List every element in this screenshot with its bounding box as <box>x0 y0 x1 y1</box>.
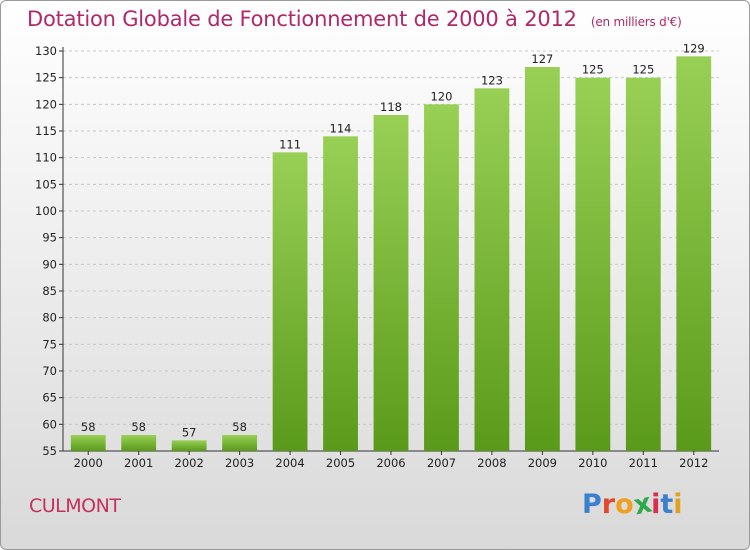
bar <box>323 136 358 452</box>
x-tick-label: 2007 <box>427 456 456 470</box>
proxiti-logo: Proxiti <box>582 487 683 522</box>
bar <box>424 104 459 451</box>
data-label: 58 <box>81 420 96 434</box>
y-tick-label: 75 <box>42 337 57 351</box>
y-tick-label: 80 <box>42 311 57 325</box>
unit-label: (en milliers d'€) <box>590 15 682 29</box>
bar <box>625 77 661 452</box>
data-label: 111 <box>279 137 301 151</box>
x-tick-label: 2003 <box>225 456 254 470</box>
bar <box>272 152 308 452</box>
y-tick-label: 95 <box>42 231 57 245</box>
data-label: 129 <box>683 41 705 55</box>
data-label: 58 <box>232 420 247 434</box>
chart-title: Dotation Globale de Fonctionnement de 20… <box>27 7 682 31</box>
x-tick-label: 2008 <box>477 456 506 470</box>
labels: 55 60 65 70 75 80 85 90 95 100 105 110 115 120 125 130 2… <box>35 41 708 470</box>
bar <box>171 440 207 451</box>
y-tick-label: 115 <box>35 124 57 138</box>
bar <box>70 435 106 451</box>
y-tick-label: 110 <box>35 151 57 165</box>
y-tick-label: 120 <box>35 97 57 111</box>
y-tick-label: 65 <box>42 391 57 405</box>
y-tick-label: 105 <box>35 177 57 191</box>
bar <box>676 56 712 451</box>
x-tick-label: 2000 <box>74 456 103 470</box>
x-tick-label: 2012 <box>679 456 708 470</box>
data-label: 125 <box>632 63 654 77</box>
x-tick-label: 2009 <box>528 456 557 470</box>
y-tick-label: 60 <box>42 417 57 431</box>
bars <box>70 56 712 452</box>
x-tick-label: 2011 <box>629 456 658 470</box>
y-tick-label: 125 <box>35 71 57 85</box>
data-label: 118 <box>380 100 402 114</box>
data-label: 120 <box>430 89 452 103</box>
bar <box>474 88 510 451</box>
x-tick-label: 2005 <box>326 456 355 470</box>
data-label: 123 <box>481 73 503 87</box>
y-tick-label: 85 <box>42 284 57 298</box>
y-tick-label: 70 <box>42 364 57 378</box>
bar <box>121 435 157 451</box>
commune-name: CULMONT <box>29 495 121 517</box>
y-tick-label: 100 <box>35 204 57 218</box>
x-tick-label: 2006 <box>376 456 405 470</box>
title-text: Dotation Globale de Fonctionnement de 20… <box>27 7 577 31</box>
data-label: 125 <box>582 63 604 77</box>
x-tick-label: 2002 <box>175 456 204 470</box>
y-tick-label: 130 <box>35 44 57 58</box>
bar <box>575 77 611 452</box>
x-tick-label: 2001 <box>124 456 153 470</box>
data-label: 127 <box>531 52 553 66</box>
y-tick-label: 55 <box>42 444 57 458</box>
bar <box>222 435 258 451</box>
y-tick-label: 90 <box>42 257 57 271</box>
bar <box>524 67 560 451</box>
bar <box>373 115 409 451</box>
x-tick-label: 2010 <box>578 456 607 470</box>
data-label: 57 <box>182 425 197 439</box>
data-label: 58 <box>131 420 146 434</box>
x-tick-label: 2004 <box>275 456 304 470</box>
data-label: 114 <box>330 121 352 135</box>
